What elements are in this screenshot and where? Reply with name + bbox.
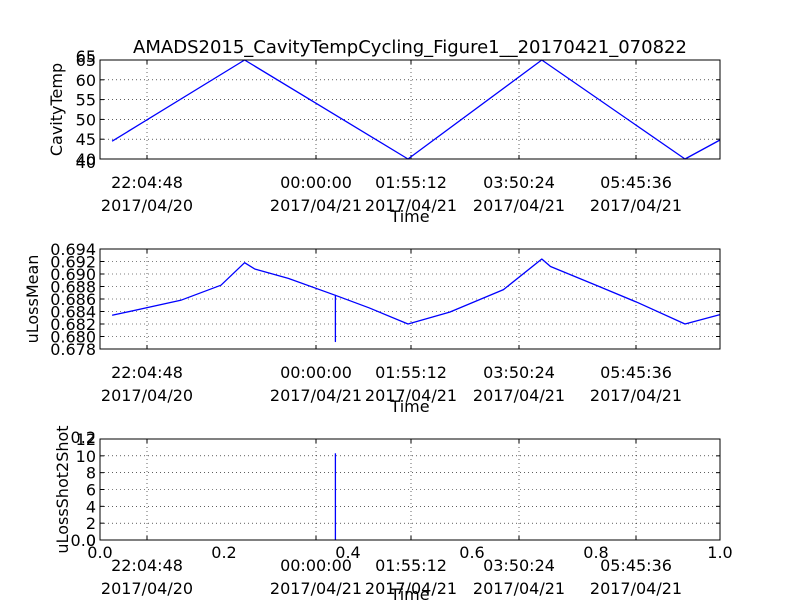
- x-tick-label-date: 2017/04/21: [270, 579, 362, 598]
- y-tick-label: 0.678: [50, 340, 96, 359]
- plot-area-frame: [99, 438, 721, 541]
- overlap-x-tick-label: 0.4: [335, 543, 360, 562]
- overlap-tick-label: 40: [76, 153, 96, 172]
- y-tick-label: 0.690: [50, 265, 96, 284]
- x-tick-label-time: 05:45:36: [600, 363, 672, 382]
- y-tick-label: 55: [76, 91, 96, 110]
- y-tick-label: 0.682: [50, 315, 96, 334]
- y-tick-label: 0.688: [50, 278, 96, 297]
- overlap-x-tick-label: 0.2: [211, 543, 236, 562]
- x-tick-label-date: 2017/04/20: [101, 579, 193, 598]
- x-tick-label-date: 2017/04/20: [101, 386, 193, 405]
- x-tick-label-time: 03:50:24: [483, 556, 555, 575]
- x-tick-label-date: 2017/04/21: [473, 196, 565, 215]
- series-line-1: [111, 59, 721, 160]
- chart-title: AMADS2015_CavityTempCycling_Figure1__201…: [133, 37, 687, 58]
- x-tick-label-time: 01:55:12: [375, 556, 447, 575]
- overlap-tick-label: 65: [76, 47, 96, 66]
- x-tick-label-date: 2017/04/21: [590, 386, 682, 405]
- y-tick-label: 0.680: [50, 328, 96, 347]
- x-tick-label-date: 2017/04/20: [101, 196, 193, 215]
- x-tick-label-time: 01:55:12: [375, 173, 447, 192]
- y-tick-label: 50: [76, 110, 96, 129]
- y-tick-label: 45: [76, 130, 96, 149]
- x-tick-label-date: 2017/04/21: [365, 579, 457, 598]
- x-tick-label-time: 05:45:36: [600, 556, 672, 575]
- y-tick-label: 8: [86, 464, 96, 483]
- x-tick-label-time: 00:00:00: [280, 363, 352, 382]
- y-tick-label: 60: [76, 71, 96, 90]
- plot-area-frame: [99, 248, 721, 350]
- y-tick-label: 40: [76, 150, 96, 169]
- y-tick-label: 4: [86, 497, 96, 516]
- y-tick-label: 6: [86, 481, 96, 500]
- y-tick-label: 0.684: [50, 303, 96, 322]
- x-tick-label-time: 00:00:00: [280, 556, 352, 575]
- x-tick-label-time: 22:04:48: [111, 556, 183, 575]
- x-tick-label-time: 22:04:48: [111, 363, 183, 382]
- overlap-y-tick-label: 0.2: [71, 428, 96, 447]
- overlap-x-tick-label: 0.8: [583, 543, 608, 562]
- subplot-2: 0.6780.6800.6820.6840.6860.6880.6900.692…: [23, 240, 721, 416]
- x-tick-label-date: 2017/04/21: [590, 579, 682, 598]
- overlap-x-tick-label: 1.0: [707, 543, 732, 562]
- subplots: 40455055606522:04:482017/04/2000:00:0020…: [23, 47, 733, 600]
- x-tick-label-date: 2017/04/21: [270, 386, 362, 405]
- x-axis-label: Time: [389, 585, 429, 600]
- x-tick-label-time: 00:00:00: [280, 173, 352, 192]
- y-tick-label: 0.694: [50, 240, 96, 259]
- y-tick-label: 0: [86, 531, 96, 550]
- plot-area-frame: [99, 59, 721, 160]
- x-tick-label-time: 03:50:24: [483, 363, 555, 382]
- x-tick-label-date: 2017/04/21: [473, 386, 565, 405]
- x-tick-label-date: 2017/04/21: [365, 196, 457, 215]
- x-axis-label: Time: [389, 397, 429, 416]
- y-tick-label: 0.692: [50, 253, 96, 272]
- overlap-x-tick-label: 0.0: [87, 543, 112, 562]
- y-tick-label: 2: [86, 514, 96, 533]
- x-tick-label-time: 01:55:12: [375, 363, 447, 382]
- x-tick-label-time: 03:50:24: [483, 173, 555, 192]
- series-line-1: [111, 258, 721, 343]
- overlap-x-tick-label: 0.6: [459, 543, 484, 562]
- y-tick-label: 0.686: [50, 290, 96, 309]
- x-tick-label-date: 2017/04/21: [590, 196, 682, 215]
- x-tick-label-date: 2017/04/21: [473, 579, 565, 598]
- x-tick-label-time: 22:04:48: [111, 173, 183, 192]
- x-tick-label-date: 2017/04/21: [270, 196, 362, 215]
- y-tick-label: 65: [76, 51, 96, 70]
- y-tick-label: 10: [76, 447, 96, 466]
- x-tick-label-date: 2017/04/21: [365, 386, 457, 405]
- x-axis-label: Time: [389, 207, 429, 226]
- x-tick-label-time: 05:45:36: [600, 173, 672, 192]
- overlap-y-tick-label: 0.0: [71, 531, 96, 550]
- y-axis-label: uLossShot2Shot: [53, 425, 72, 553]
- y-axis-label: uLossMean: [23, 255, 42, 344]
- subplot-1: 40455055606522:04:482017/04/2000:00:0020…: [47, 47, 721, 226]
- y-tick-label: 12: [76, 430, 96, 449]
- y-axis-label: CavityTemp: [47, 63, 66, 156]
